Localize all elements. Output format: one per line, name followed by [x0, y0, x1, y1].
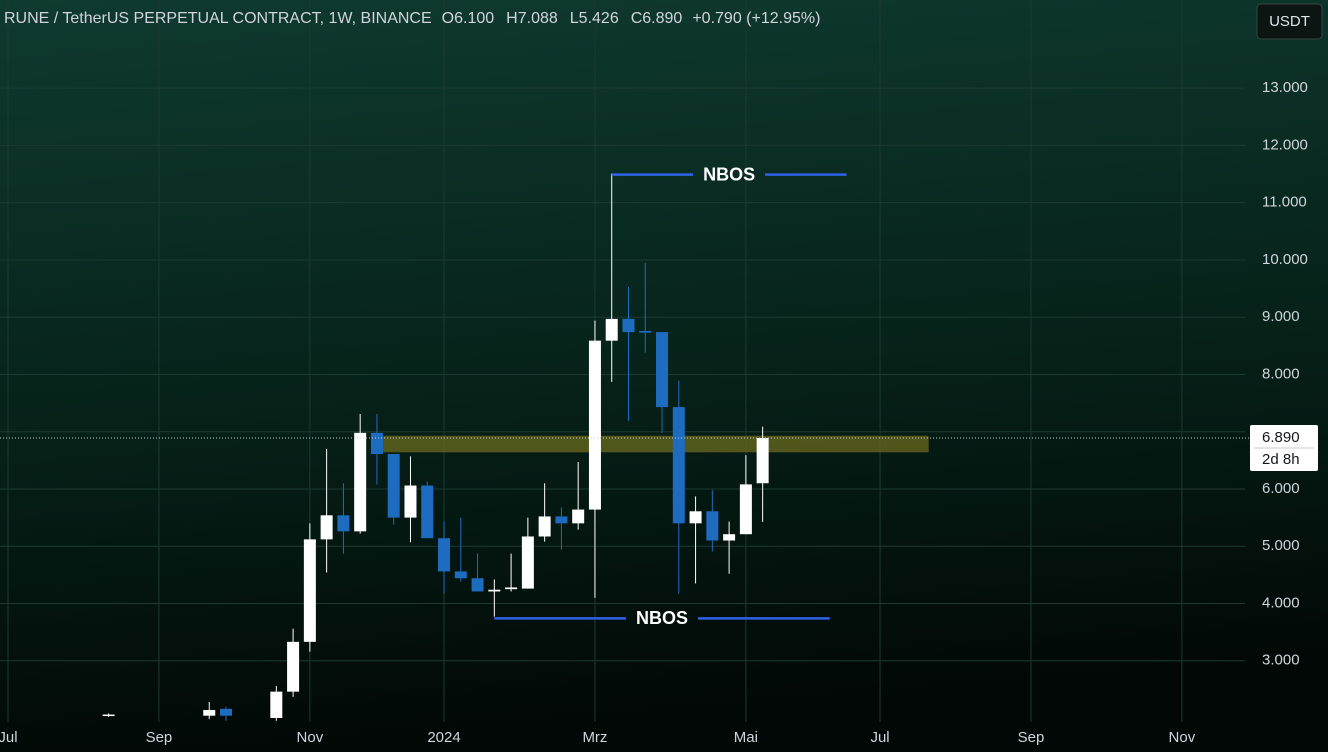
candle-body: [572, 509, 585, 524]
x-tick-label: Nov: [297, 729, 324, 746]
candle-body: [689, 511, 702, 524]
ohlc-value: 6.100: [454, 10, 494, 27]
y-tick-label: 8.000: [1262, 365, 1300, 382]
candle-body: [102, 714, 115, 717]
candle-body: [337, 515, 350, 532]
candle-body: [354, 432, 367, 532]
candle-body: [723, 534, 736, 541]
x-tick-label: Mai: [734, 729, 758, 746]
candle-body: [320, 515, 333, 540]
candle-body: [672, 407, 685, 524]
symbol: RUNE / TetherUS PERPETUAL CONTRACT, 1W, …: [4, 10, 432, 27]
countdown-label: 2d 8h: [1262, 451, 1300, 468]
candle-body: [488, 589, 501, 592]
grid: [0, 0, 1245, 722]
x-tick-label: Jul: [0, 729, 18, 746]
candle-body: [706, 511, 719, 541]
candle-body: [387, 454, 400, 518]
candle-body: [404, 485, 417, 518]
y-tick-label: 4.000: [1262, 594, 1300, 611]
x-tick-label: Nov: [1169, 729, 1196, 746]
candle-body: [454, 571, 467, 579]
ohlc-key: H: [506, 10, 518, 27]
candle-body: [538, 516, 551, 537]
plot-area: NBOS NBOS: [102, 164, 929, 721]
ohlc-key: C: [631, 10, 643, 27]
candle-body: [756, 438, 769, 484]
chart-header: RUNE / TetherUS PERPETUAL CONTRACT, 1W, …: [4, 10, 820, 27]
y-tick-label: 12.000: [1262, 136, 1308, 153]
currency-button[interactable]: [1256, 3, 1323, 40]
y-tick-label: 3.000: [1262, 652, 1300, 669]
candle-body: [220, 708, 233, 716]
candle-body: [656, 332, 669, 408]
candle-body: [605, 318, 618, 341]
candle-body: [639, 330, 652, 333]
candle-body: [421, 485, 434, 539]
candle-body: [739, 484, 752, 535]
x-tick-label: 2024: [427, 729, 460, 746]
annotation-label: NBOS: [636, 608, 688, 628]
y-tick-label: 11.000: [1262, 194, 1307, 211]
y-tick-label: 5.000: [1262, 537, 1300, 554]
ohlc-value: 6.890: [642, 10, 682, 27]
x-tick-label: Sep: [146, 729, 173, 746]
x-tick-label: Jul: [870, 729, 889, 746]
candle-body: [622, 318, 635, 333]
candle-body: [438, 538, 451, 572]
change: +0.790 (+12.95%): [692, 10, 820, 27]
candle-body: [521, 536, 534, 589]
y-tick-label: 10.000: [1262, 251, 1308, 268]
candle-body: [303, 539, 316, 642]
candle-body: [203, 709, 216, 716]
candle-body: [370, 432, 383, 455]
candle-body: [555, 516, 568, 524]
ohlc-key: L: [570, 10, 579, 27]
currency-label[interactable]: USDT: [1269, 13, 1310, 30]
ohlc-key: O: [442, 10, 454, 27]
x-tick-label: Mrz: [582, 729, 607, 746]
ohlc-value: 5.426: [579, 10, 619, 27]
y-tick-label: 13.000: [1262, 79, 1308, 96]
x-tick-label: Sep: [1018, 729, 1045, 746]
y-tick-label: 6.000: [1262, 480, 1300, 497]
axes: 3.0004.0005.0006.0007.0008.0009.00010.00…: [0, 79, 1318, 746]
ohlc-value: 7.088: [518, 10, 558, 27]
annotation-label: NBOS: [703, 164, 755, 184]
y-tick-label: 9.000: [1262, 308, 1300, 325]
candle-body: [471, 578, 484, 592]
candle-body: [270, 691, 283, 718]
candle-body: [287, 641, 300, 692]
last-price-label: 6.890: [1262, 429, 1300, 446]
zone: [380, 435, 929, 453]
candle-body: [588, 340, 601, 510]
candle-body: [505, 587, 518, 590]
